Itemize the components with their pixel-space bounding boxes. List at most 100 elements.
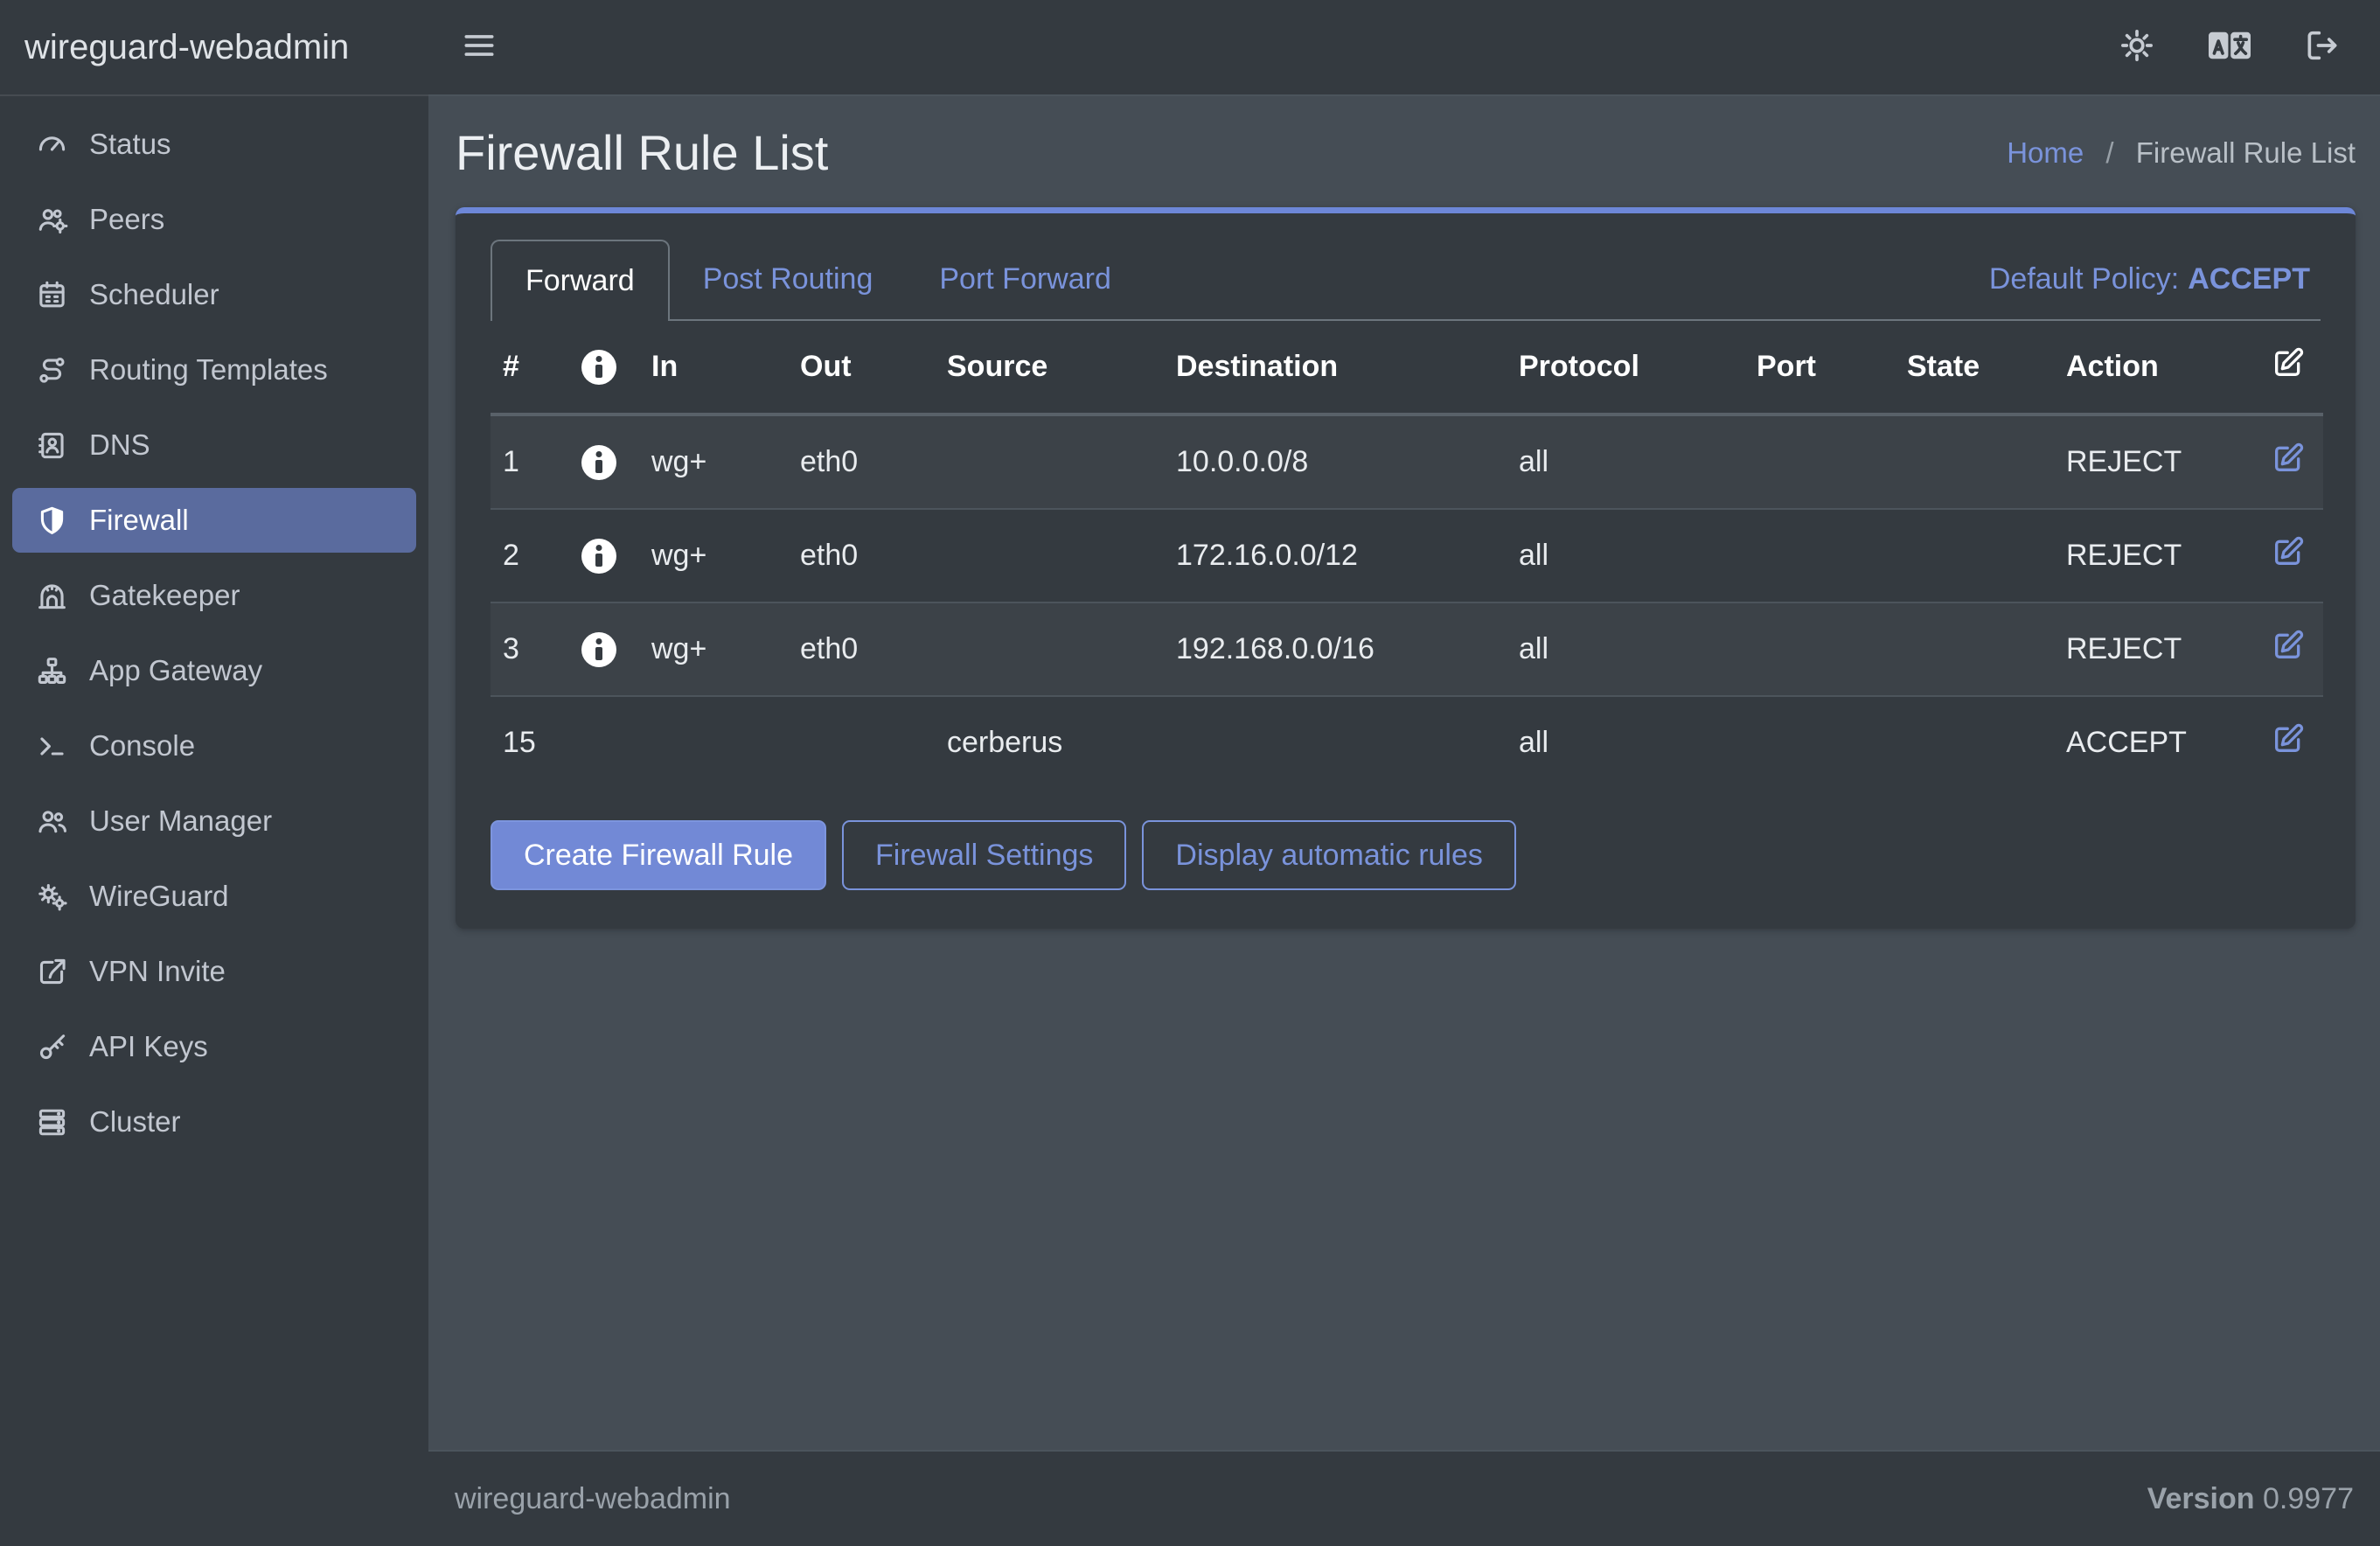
- sidebar-item-api-keys[interactable]: API Keys: [12, 1014, 416, 1079]
- cell-out: eth0: [788, 602, 935, 696]
- cell-state: [1895, 414, 2054, 509]
- cell-num: 15: [491, 695, 569, 789]
- col-header-out: Out: [788, 321, 935, 416]
- cell-edit: [2239, 602, 2323, 696]
- cell-state: [1895, 695, 2054, 789]
- cell-info: [569, 602, 639, 696]
- sidebar-item-app-gateway[interactable]: App Gateway: [12, 638, 416, 703]
- sidebar-item-cluster[interactable]: Cluster: [12, 1090, 416, 1154]
- cell-action: REJECT: [2054, 508, 2239, 602]
- cell-protocol: all: [1507, 602, 1744, 696]
- sidebar-item-wireguard[interactable]: WireGuard: [12, 864, 416, 929]
- logout-button[interactable]: [2303, 26, 2342, 69]
- cell-out: eth0: [800, 445, 859, 478]
- sidebar-item-user-manager[interactable]: User Manager: [12, 789, 416, 853]
- archway-icon: [26, 580, 77, 612]
- cell-source: [935, 602, 1164, 696]
- theme-toggle-button[interactable]: [2118, 26, 2156, 69]
- col-header-num: #: [491, 321, 569, 416]
- edit-rule-button[interactable]: [2271, 730, 2306, 763]
- info-circle-icon[interactable]: [581, 632, 616, 667]
- sidebar-item-label: DNS: [89, 428, 150, 461]
- info-circle-icon[interactable]: [581, 445, 616, 480]
- sidebar-item-label: Status: [89, 128, 171, 160]
- table-row: 1 wg+ eth0 10.0.0.0/8 all REJECT: [491, 414, 2323, 509]
- sidebar-item-scheduler[interactable]: Scheduler: [12, 262, 416, 327]
- firewall-settings-button[interactable]: Firewall Settings: [842, 820, 1127, 890]
- sidebar-item-dns[interactable]: DNS: [12, 413, 416, 477]
- cell-protocol: all: [1507, 695, 1744, 789]
- cell-info: [569, 508, 639, 602]
- edit-rule-button[interactable]: [2271, 543, 2306, 576]
- card-actions: Create Firewall Rule Firewall Settings D…: [491, 820, 2321, 890]
- breadcrumb-home-link[interactable]: Home: [2007, 136, 2084, 169]
- logout-icon: [2303, 26, 2342, 69]
- bars-icon: [460, 26, 498, 69]
- sidebar-item-status[interactable]: Status: [12, 112, 416, 177]
- tab-forward[interactable]: Forward: [491, 240, 670, 321]
- cell-state: [1895, 602, 2054, 696]
- default-policy-value: ACCEPT: [2188, 262, 2310, 296]
- cell-out: [788, 695, 935, 789]
- tab-post-routing[interactable]: Post Routing: [702, 262, 873, 296]
- cell-port: [1744, 508, 1895, 602]
- sidebar-item-vpn-invite[interactable]: VPN Invite: [12, 939, 416, 1004]
- col-header-state: State: [1895, 321, 2054, 416]
- brand-text: wireguard-webadmin: [24, 27, 350, 66]
- sidebar-item-firewall[interactable]: Firewall: [12, 488, 416, 553]
- sidebar-item-peers[interactable]: Peers: [12, 187, 416, 252]
- footer-version: Version 0.9977: [2147, 1482, 2354, 1516]
- info-circle-icon[interactable]: [581, 539, 616, 574]
- calendar-icon: [26, 279, 77, 311]
- cell-source: cerberus: [935, 695, 1164, 789]
- col-header-source: Source: [935, 321, 1164, 416]
- language-menu-button[interactable]: [2207, 26, 2252, 69]
- sidebar-item-label: API Keys: [89, 1030, 208, 1062]
- firewall-card: Forward Post Routing Port Forward Defaul…: [456, 207, 2356, 929]
- sun-icon: [2118, 26, 2156, 69]
- language-icon: [2207, 26, 2252, 69]
- breadcrumb-current: Firewall Rule List: [2135, 136, 2356, 169]
- cell-port: [1744, 602, 1895, 696]
- sidebar-item-gatekeeper[interactable]: Gatekeeper: [12, 563, 416, 628]
- sidebar-item-routing-templates[interactable]: Routing Templates: [12, 338, 416, 402]
- firewall-rules-table: # In Out Source Destination Protocol Por…: [491, 321, 2323, 789]
- sidebar-item-label: VPN Invite: [89, 955, 226, 987]
- cell-in: wg+: [651, 445, 707, 478]
- shield-icon: [26, 505, 77, 537]
- users-icon: [26, 805, 77, 838]
- col-header-info: [569, 321, 639, 416]
- table-row: 2 wg+ eth0 172.16.0.0/12 all REJECT: [491, 508, 2323, 602]
- cell-source: [935, 508, 1164, 602]
- col-header-edit: [2239, 321, 2323, 416]
- default-policy-link[interactable]: Default Policy: ACCEPT: [1989, 262, 2321, 296]
- cell-port: [1744, 414, 1895, 509]
- create-firewall-rule-button[interactable]: Create Firewall Rule: [491, 820, 826, 890]
- cell-edit: [2239, 414, 2323, 509]
- edit-rule-button[interactable]: [2271, 637, 2306, 670]
- edit-rule-button[interactable]: [2271, 449, 2306, 483]
- cell-port: [1744, 695, 1895, 789]
- gears-icon: [26, 881, 77, 913]
- tab-port-forward[interactable]: Port Forward: [939, 262, 1111, 296]
- breadcrumb: Home / Firewall Rule List: [2007, 136, 2356, 170]
- share-icon: [26, 956, 77, 988]
- sidebar-toggle-button[interactable]: [460, 26, 498, 69]
- col-header-in: In: [639, 321, 788, 416]
- cell-action: REJECT: [2066, 445, 2182, 478]
- cell-state: [1895, 508, 2054, 602]
- cell-destination: 10.0.0.0/8: [1176, 445, 1309, 478]
- footer-version-label: Version: [2147, 1481, 2255, 1515]
- display-automatic-rules-button[interactable]: Display automatic rules: [1142, 820, 1516, 890]
- cell-in: [639, 695, 788, 789]
- users-gear-icon: [26, 204, 77, 236]
- cell-destination: [1164, 695, 1507, 789]
- footer-version-value: 0.9977: [2263, 1481, 2354, 1515]
- gauge-icon: [26, 129, 77, 161]
- brand-link[interactable]: wireguard-webadmin: [0, 0, 428, 96]
- cell-protocol: all: [1519, 445, 1549, 478]
- sidebar: wireguard-webadmin Status Peers Schedule…: [0, 0, 428, 1546]
- cell-out: eth0: [788, 508, 935, 602]
- cell-destination: 172.16.0.0/12: [1164, 508, 1507, 602]
- sidebar-item-console[interactable]: Console: [12, 714, 416, 778]
